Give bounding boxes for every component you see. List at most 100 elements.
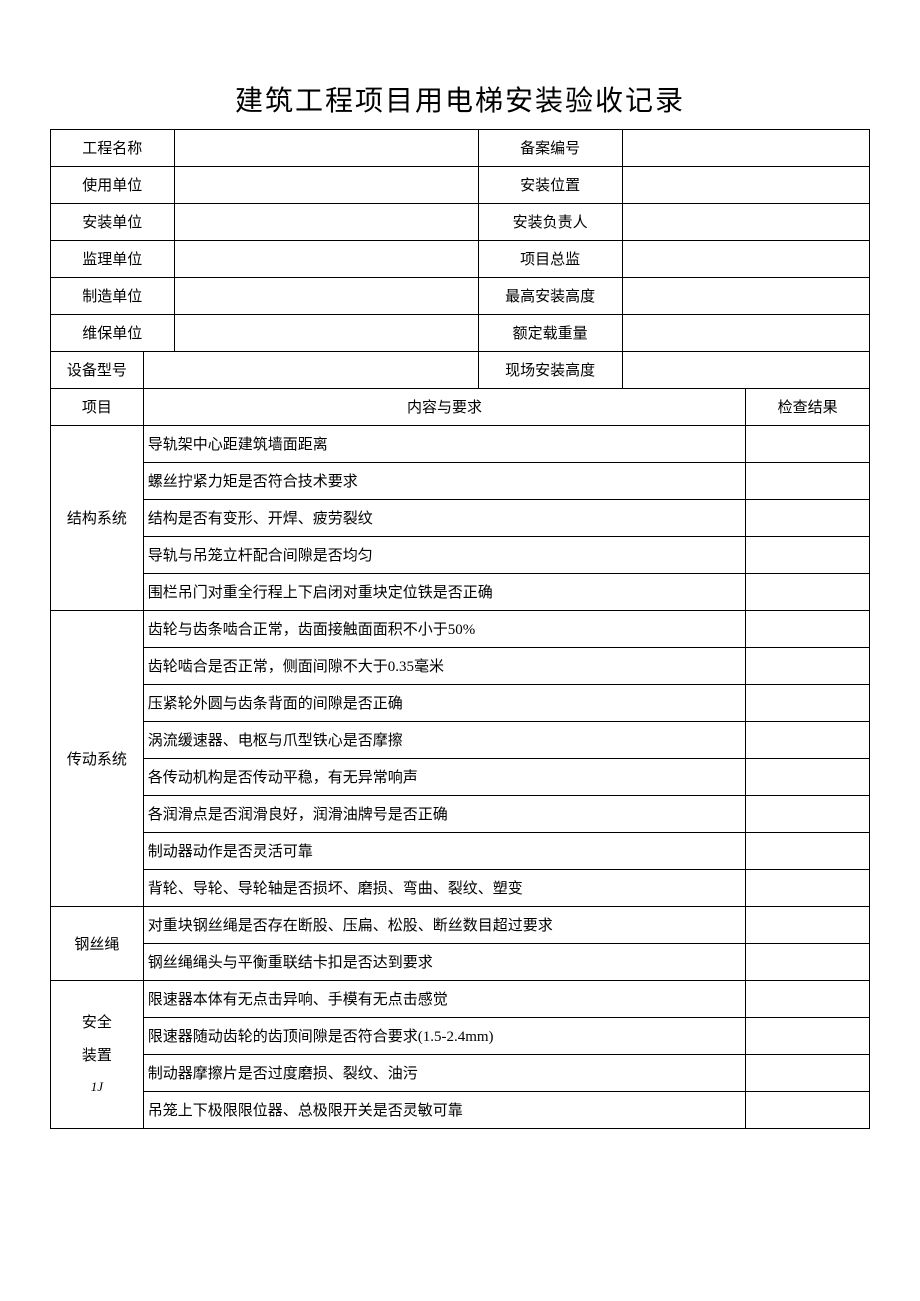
header-row: 使用单位 安装位置 — [51, 166, 870, 203]
rated-load-value — [622, 314, 869, 351]
inspection-table: 工程名称 备案编号 使用单位 安装位置 安装单位 安装负责人 监理单位 项目总监… — [50, 129, 870, 1129]
install-location-value — [622, 166, 869, 203]
install-leader-value — [622, 203, 869, 240]
project-column-header: 项目 — [51, 388, 144, 425]
content-cell: 螺丝拧紧力矩是否符合技术要求 — [143, 462, 746, 499]
rated-load-label: 额定载重量 — [478, 314, 622, 351]
table-row: 围栏吊门对重全行程上下启闭对重块定位铁是否正确 — [51, 573, 870, 610]
content-cell: 结构是否有变形、开焊、疲劳裂纹 — [143, 499, 746, 536]
user-unit-value — [174, 166, 478, 203]
content-cell: 吊笼上下极限限位器、总极限开关是否灵敏可靠 — [143, 1091, 746, 1128]
table-row: 安全 装置 1J 限速器本体有无点击异响、手模有无点击感觉 — [51, 980, 870, 1017]
max-height-label: 最高安装高度 — [478, 277, 622, 314]
install-unit-value — [174, 203, 478, 240]
header-row: 安装单位 安装负责人 — [51, 203, 870, 240]
table-row: 制动器摩擦片是否过度磨损、裂纹、油污 — [51, 1054, 870, 1091]
section-structure-label: 结构系统 — [51, 425, 144, 610]
install-leader-label: 安装负责人 — [478, 203, 622, 240]
header-row: 设备型号 现场安装高度 — [51, 351, 870, 388]
content-cell: 对重块钢丝绳是否存在断股、压扁、松股、断丝数目超过要求 — [143, 906, 746, 943]
table-row: 传动系统 齿轮与齿条啮合正常，齿面接触面面积不小于50% — [51, 610, 870, 647]
result-cell — [746, 499, 870, 536]
result-cell — [746, 869, 870, 906]
content-cell: 齿轮与齿条啮合正常，齿面接触面面积不小于50% — [143, 610, 746, 647]
table-row: 齿轮啮合是否正常，侧面间隙不大于0.35毫米 — [51, 647, 870, 684]
content-cell: 涡流缓速器、电枢与爪型铁心是否摩擦 — [143, 721, 746, 758]
table-row: 背轮、导轮、导轮轴是否损坏、磨损、弯曲、裂纹、塑变 — [51, 869, 870, 906]
table-row: 结构系统 导轨架中心距建筑墙面距离 — [51, 425, 870, 462]
result-column-header: 检查结果 — [746, 388, 870, 425]
table-row: 制动器动作是否灵活可靠 — [51, 832, 870, 869]
content-cell: 背轮、导轮、导轮轴是否损坏、磨损、弯曲、裂纹、塑变 — [143, 869, 746, 906]
manufacture-unit-label: 制造单位 — [51, 277, 175, 314]
supervision-unit-value — [174, 240, 478, 277]
user-unit-label: 使用单位 — [51, 166, 175, 203]
content-cell: 各润滑点是否润滑良好，润滑油牌号是否正确 — [143, 795, 746, 832]
site-height-value — [622, 351, 869, 388]
section-safety-label: 安全 装置 1J — [51, 980, 144, 1128]
result-cell — [746, 1017, 870, 1054]
install-unit-label: 安装单位 — [51, 203, 175, 240]
table-row: 压紧轮外圆与齿条背面的间隙是否正确 — [51, 684, 870, 721]
result-cell — [746, 573, 870, 610]
result-cell — [746, 758, 870, 795]
manufacture-unit-value — [174, 277, 478, 314]
content-cell: 压紧轮外圆与齿条背面的间隙是否正确 — [143, 684, 746, 721]
table-row: 钢丝绳 对重块钢丝绳是否存在断股、压扁、松股、断丝数目超过要求 — [51, 906, 870, 943]
table-row: 各传动机构是否传动平稳，有无异常响声 — [51, 758, 870, 795]
content-cell: 导轨与吊笼立杆配合间隙是否均匀 — [143, 536, 746, 573]
content-cell: 各传动机构是否传动平稳，有无异常响声 — [143, 758, 746, 795]
table-row: 导轨与吊笼立杆配合间隙是否均匀 — [51, 536, 870, 573]
result-cell — [746, 795, 870, 832]
table-row: 钢丝绳绳头与平衡重联结卡扣是否达到要求 — [51, 943, 870, 980]
equipment-model-label: 设备型号 — [51, 351, 144, 388]
table-row: 结构是否有变形、开焊、疲劳裂纹 — [51, 499, 870, 536]
table-row: 螺丝拧紧力矩是否符合技术要求 — [51, 462, 870, 499]
content-cell: 导轨架中心距建筑墙面距离 — [143, 425, 746, 462]
content-cell: 钢丝绳绳头与平衡重联结卡扣是否达到要求 — [143, 943, 746, 980]
maintenance-unit-label: 维保单位 — [51, 314, 175, 351]
max-height-value — [622, 277, 869, 314]
record-number-value — [622, 129, 869, 166]
content-cell: 制动器摩擦片是否过度磨损、裂纹、油污 — [143, 1054, 746, 1091]
install-location-label: 安装位置 — [478, 166, 622, 203]
table-row: 各润滑点是否润滑良好，润滑油牌号是否正确 — [51, 795, 870, 832]
page-title: 建筑工程项目用电梯安装验收记录 — [50, 79, 870, 119]
maintenance-unit-value — [174, 314, 478, 351]
header-row: 制造单位 最高安装高度 — [51, 277, 870, 314]
result-cell — [746, 906, 870, 943]
equipment-model-value — [143, 351, 478, 388]
result-cell — [746, 425, 870, 462]
result-cell — [746, 610, 870, 647]
project-director-label: 项目总监 — [478, 240, 622, 277]
site-height-label: 现场安装高度 — [478, 351, 622, 388]
column-header-row: 项目 内容与要求 检查结果 — [51, 388, 870, 425]
result-cell — [746, 462, 870, 499]
supervision-unit-label: 监理单位 — [51, 240, 175, 277]
section-wire-rope-label: 钢丝绳 — [51, 906, 144, 980]
result-cell — [746, 832, 870, 869]
section-transmission-label: 传动系统 — [51, 610, 144, 906]
content-cell: 制动器动作是否灵活可靠 — [143, 832, 746, 869]
project-director-value — [622, 240, 869, 277]
header-row: 监理单位 项目总监 — [51, 240, 870, 277]
project-name-label: 工程名称 — [51, 129, 175, 166]
header-row: 工程名称 备案编号 — [51, 129, 870, 166]
result-cell — [746, 647, 870, 684]
record-number-label: 备案编号 — [478, 129, 622, 166]
result-cell — [746, 721, 870, 758]
content-cell: 限速器随动齿轮的齿顶间隙是否符合要求(1.5-2.4mm) — [143, 1017, 746, 1054]
content-cell: 齿轮啮合是否正常，侧面间隙不大于0.35毫米 — [143, 647, 746, 684]
result-cell — [746, 943, 870, 980]
content-column-header: 内容与要求 — [143, 388, 746, 425]
result-cell — [746, 1091, 870, 1128]
content-cell: 围栏吊门对重全行程上下启闭对重块定位铁是否正确 — [143, 573, 746, 610]
result-cell — [746, 980, 870, 1017]
table-row: 限速器随动齿轮的齿顶间隙是否符合要求(1.5-2.4mm) — [51, 1017, 870, 1054]
result-cell — [746, 536, 870, 573]
project-name-value — [174, 129, 478, 166]
header-row: 维保单位 额定载重量 — [51, 314, 870, 351]
result-cell — [746, 684, 870, 721]
table-row: 吊笼上下极限限位器、总极限开关是否灵敏可靠 — [51, 1091, 870, 1128]
table-row: 涡流缓速器、电枢与爪型铁心是否摩擦 — [51, 721, 870, 758]
